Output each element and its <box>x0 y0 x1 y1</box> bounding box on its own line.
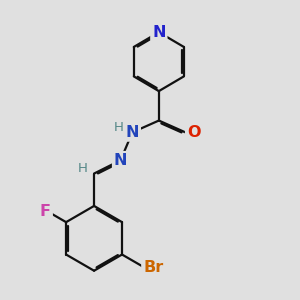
Text: N: N <box>152 25 166 40</box>
Text: O: O <box>187 125 200 140</box>
Text: N: N <box>114 153 127 168</box>
Text: H: H <box>114 121 124 134</box>
Text: Br: Br <box>143 260 163 275</box>
Text: H: H <box>77 162 87 175</box>
Text: F: F <box>40 204 51 219</box>
Text: N: N <box>126 125 139 140</box>
